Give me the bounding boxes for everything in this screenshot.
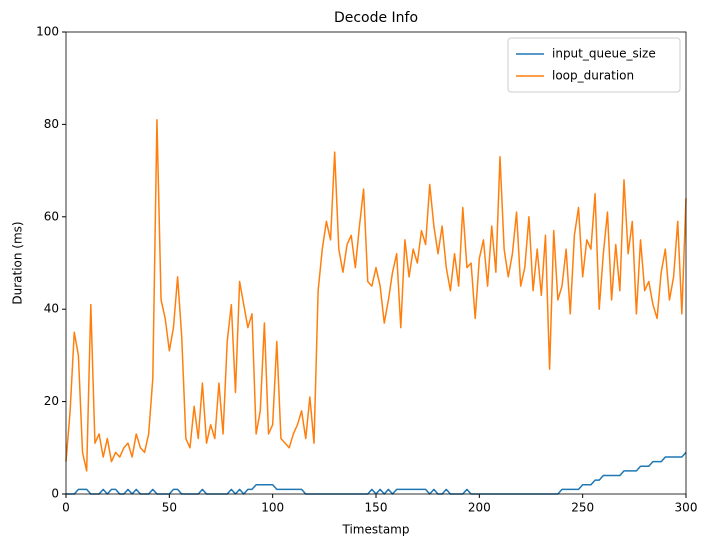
chart-title: Decode Info: [334, 10, 418, 26]
y-tick-label: 60: [44, 209, 59, 223]
y-tick-label: 20: [44, 394, 59, 408]
x-tick-label: 300: [675, 501, 698, 515]
y-tick-label: 100: [36, 25, 59, 39]
legend-box: [507, 37, 681, 93]
legend-label: loop_duration: [552, 69, 634, 83]
legend-label: input_queue_size: [552, 47, 656, 61]
x-tick-label: 200: [468, 501, 491, 515]
y-tick-label: 40: [44, 302, 59, 316]
y-tick-label: 80: [44, 117, 59, 131]
y-axis-label: Duration (ms): [11, 221, 25, 304]
x-tick-label: 100: [261, 501, 284, 515]
y-tick-label: 0: [51, 487, 59, 501]
x-tick-label: 0: [62, 501, 70, 515]
series-line: [66, 451, 687, 495]
series-line: [65, 119, 687, 472]
x-tick-label: 50: [162, 501, 177, 515]
x-tick-label: 250: [571, 501, 594, 515]
x-axis-label: Timestamp: [342, 523, 410, 537]
x-tick-label: 150: [365, 501, 388, 515]
plot-frame: [65, 31, 687, 495]
